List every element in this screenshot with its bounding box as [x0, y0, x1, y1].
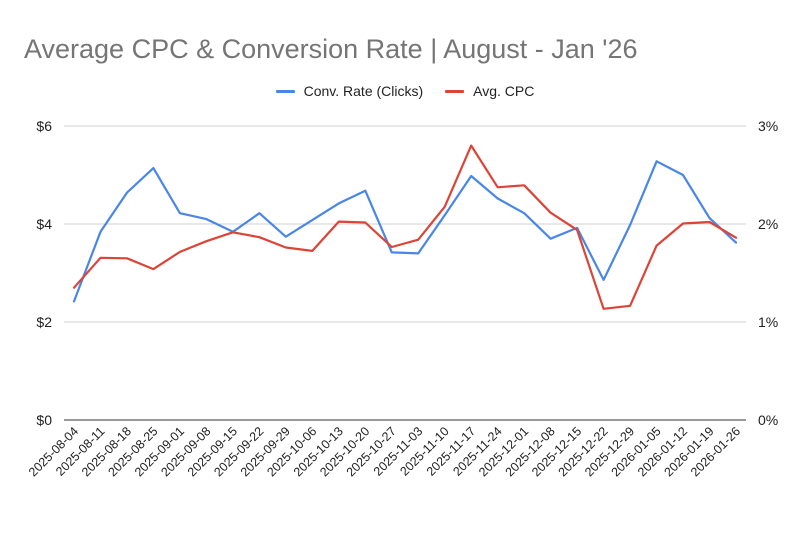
- legend-swatch-conv-rate: [275, 89, 295, 93]
- data-point-conv-rate: [495, 196, 500, 201]
- data-point-avg-cpc: [204, 239, 209, 244]
- data-point-avg-cpc: [177, 249, 182, 254]
- y-right-tick-label: 0%: [758, 412, 778, 428]
- data-point-avg-cpc: [601, 306, 606, 311]
- data-point-avg-cpc: [707, 220, 712, 225]
- data-point-conv-rate: [442, 213, 447, 218]
- data-point-conv-rate: [204, 217, 209, 222]
- data-point-conv-rate: [151, 166, 156, 171]
- data-point-avg-cpc: [389, 245, 394, 250]
- data-point-conv-rate: [416, 251, 421, 256]
- data-point-conv-rate: [681, 173, 686, 178]
- data-point-conv-rate: [734, 240, 739, 245]
- data-point-avg-cpc: [310, 248, 315, 253]
- data-point-conv-rate: [283, 234, 288, 239]
- data-point-avg-cpc: [469, 143, 474, 148]
- data-point-avg-cpc: [283, 245, 288, 250]
- data-point-conv-rate: [257, 211, 262, 216]
- data-point-conv-rate: [363, 188, 368, 193]
- data-point-avg-cpc: [548, 210, 553, 215]
- legend: Conv. Rate (Clicks) Avg. CPC: [0, 83, 810, 99]
- data-point-conv-rate: [177, 211, 182, 216]
- data-point-conv-rate: [124, 190, 129, 195]
- data-point-conv-rate: [548, 236, 553, 241]
- legend-item-avg-cpc[interactable]: Avg. CPC: [445, 83, 534, 99]
- data-point-conv-rate: [469, 173, 474, 178]
- y-right-tick-label: 3%: [758, 118, 778, 134]
- data-point-avg-cpc: [654, 243, 659, 248]
- data-point-avg-cpc: [495, 185, 500, 190]
- legend-label-conv-rate: Conv. Rate (Clicks): [303, 83, 424, 99]
- data-point-conv-rate: [310, 218, 315, 223]
- data-point-avg-cpc: [257, 235, 262, 240]
- data-point-conv-rate: [601, 277, 606, 282]
- data-point-conv-rate: [72, 299, 77, 304]
- chart-title: Average CPC & Conversion Rate | August -…: [24, 34, 638, 64]
- data-point-conv-rate: [522, 211, 527, 216]
- legend-item-conv-rate[interactable]: Conv. Rate (Clicks): [275, 83, 424, 99]
- y-left-tick-label: $4: [36, 216, 52, 232]
- legend-swatch-avg-cpc: [445, 89, 465, 93]
- data-point-conv-rate: [98, 229, 103, 234]
- data-point-avg-cpc: [124, 256, 129, 261]
- y-left-tick-label: $0: [36, 412, 52, 428]
- data-point-avg-cpc: [734, 235, 739, 240]
- data-point-conv-rate: [389, 250, 394, 255]
- data-point-avg-cpc: [628, 303, 633, 308]
- data-point-avg-cpc: [681, 221, 686, 226]
- data-point-avg-cpc: [230, 230, 235, 235]
- y-right-tick-label: 2%: [758, 216, 778, 232]
- data-point-avg-cpc: [522, 183, 527, 188]
- legend-label-avg-cpc: Avg. CPC: [473, 83, 535, 99]
- data-point-conv-rate: [654, 159, 659, 164]
- data-point-avg-cpc: [442, 204, 447, 209]
- data-point-conv-rate: [628, 222, 633, 227]
- data-point-avg-cpc: [98, 255, 103, 260]
- y-left-tick-label: $2: [36, 314, 52, 330]
- data-point-conv-rate: [336, 201, 341, 206]
- series-line-avg-cpc: [72, 144, 738, 310]
- data-point-avg-cpc: [575, 227, 580, 232]
- data-point-avg-cpc: [363, 220, 368, 225]
- series-line-conv-rate: [72, 160, 738, 303]
- data-point-avg-cpc: [336, 219, 341, 224]
- data-point-avg-cpc: [416, 237, 421, 242]
- y-right-tick-label: 1%: [758, 314, 778, 330]
- y-left-tick-label: $6: [36, 118, 52, 134]
- data-point-avg-cpc: [72, 285, 77, 290]
- data-point-avg-cpc: [151, 267, 156, 272]
